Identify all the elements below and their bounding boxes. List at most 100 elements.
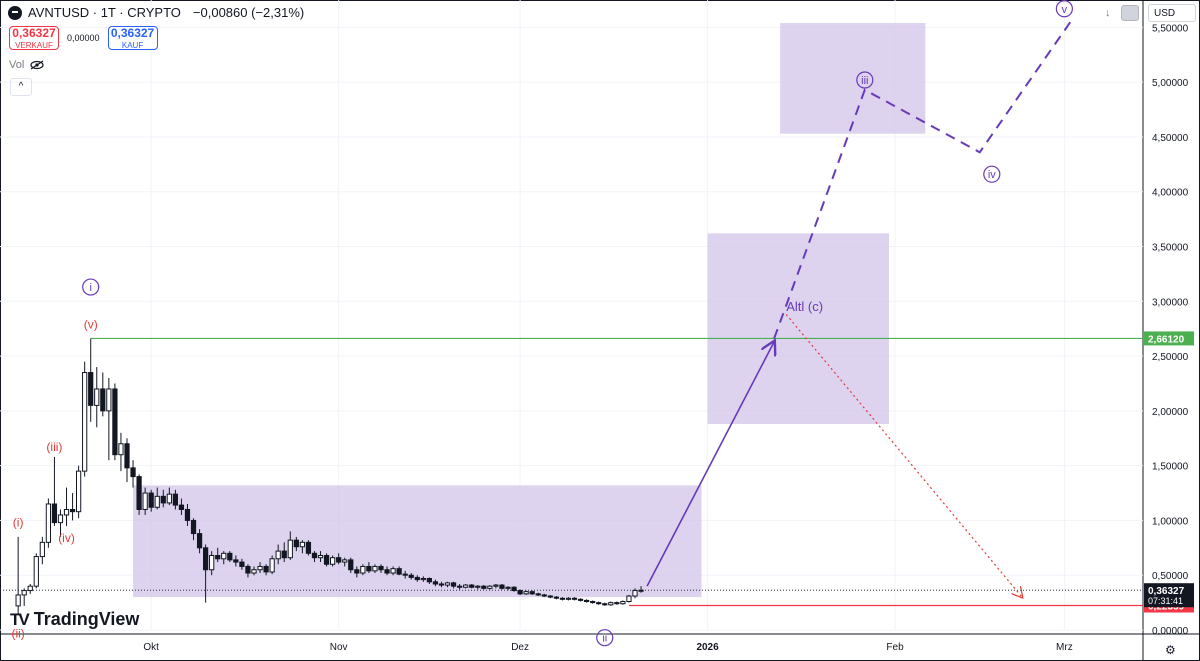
x-tick-label: Nov [330,642,348,653]
symbol-header: AVNTUSD · 1T · CRYPTO −0,00860 (−2,31%) [8,5,304,20]
candle-body [281,550,287,559]
y-tick-label: 2,00000 [1152,407,1189,418]
candle-body [100,388,106,412]
buy-label: KAUF [121,41,144,50]
candle-body [348,559,354,571]
candle-body [245,565,251,574]
y-tick-label: 5,50000 [1152,23,1189,34]
wave-label-circle [983,165,1001,183]
candle-body [94,388,100,406]
candle-body [450,582,457,587]
candle-body [196,533,203,549]
candle-body [88,372,94,406]
candle-body [517,590,523,595]
candle-body [614,602,620,605]
wave-label: (iv) [58,531,75,545]
time-axis[interactable]: Okt Nov Dez 2026 Feb Mrz [143,642,1072,653]
candle-body [142,492,148,510]
x-tick-label: Dez [511,642,529,653]
candle-body [590,601,596,604]
candle-body [414,576,420,581]
symbol-title[interactable]: AVNTUSD · 1T · CRYPTO [28,5,181,20]
candle-body [118,443,124,456]
x-tick-label: Mrz [1056,642,1073,653]
candle-body [239,561,245,567]
alternative-path [785,314,1022,597]
candle-body [33,556,39,587]
tradingview-logo: TV TradingView [10,609,139,630]
y-tick-label: 1,00000 [1152,516,1189,527]
chevron-up-icon[interactable]: ^ [10,78,32,96]
arrow-down-icon[interactable]: ↓ [1105,7,1111,19]
price-level-label: 2,66120 [1148,334,1185,345]
candle-body [529,591,535,595]
currency-select[interactable]: USD [1148,4,1196,22]
candle-body [178,504,185,510]
candle-body [608,602,614,606]
projected-wave-path [773,21,1072,339]
y-tick-label: 0,00000 [1152,626,1189,637]
candle-body [130,467,136,478]
candle-body [203,547,209,571]
price-level-badge [1144,331,1194,346]
candlesticks [15,338,644,614]
candle-body [317,554,324,559]
candle-body [287,539,293,559]
candle-body [76,470,82,513]
candle-body [487,585,493,589]
price-axis[interactable]: 0,00000 0,50000 1,00000 1,50000 2,00000 2,500… [1144,23,1194,637]
candle-body [342,559,348,563]
candle-body [221,552,227,560]
symbol-logo-icon [8,5,22,20]
buy-button[interactable]: 0,36327 KAUF [107,26,158,50]
logo-text: TradingView [33,609,140,629]
y-tick-label: 0,50000 [1152,571,1189,582]
candle-body [257,565,263,571]
candle-body [469,584,475,588]
wave-label-circle [596,629,614,647]
candle-body [51,503,58,524]
countdown-label: 07:31:41 [1148,596,1183,606]
candle-body [27,585,33,592]
candle-body [584,599,590,603]
candle-body [154,495,160,508]
x-tick-label: 2026 [696,642,719,653]
y-tick-label: 4,00000 [1152,188,1189,199]
candle-body [638,589,644,592]
wave-label-circle [82,278,100,296]
candle-body [227,552,233,561]
square-icon[interactable] [1120,5,1139,21]
candle-body [112,388,118,456]
sell-button[interactable]: 0,36327 VERKAUF [9,26,59,50]
candle-body [360,565,366,574]
candle-body [299,541,305,548]
candle-body [39,541,45,558]
volume-label: Vol [9,59,25,71]
volume-indicator[interactable]: Vol [9,59,44,71]
candle-body [190,519,197,535]
candle-body [378,565,384,571]
candle-body [311,552,318,559]
sell-price: 0,36327 [12,26,56,40]
candle-body [124,443,130,469]
candle-body [69,508,76,513]
last-price-badge [1144,583,1194,608]
wave-label: (v) [84,317,98,331]
alt-scenario-label: Altl (c) [786,299,823,314]
tv-mark-icon: TV [10,609,30,629]
x-tick-label: Okt [143,642,159,653]
candle-body [626,595,632,603]
candle-body [523,591,529,595]
candle-body [541,594,547,597]
candle-body [438,583,445,586]
candle-body [330,557,336,565]
y-tick-label: 4,50000 [1152,133,1189,144]
gear-icon[interactable]: ⚙ [1165,643,1176,657]
candle-body [366,565,372,572]
eye-off-icon[interactable] [30,60,44,70]
candle-body [457,585,463,588]
candle-body [15,594,21,607]
target-box [707,233,889,425]
